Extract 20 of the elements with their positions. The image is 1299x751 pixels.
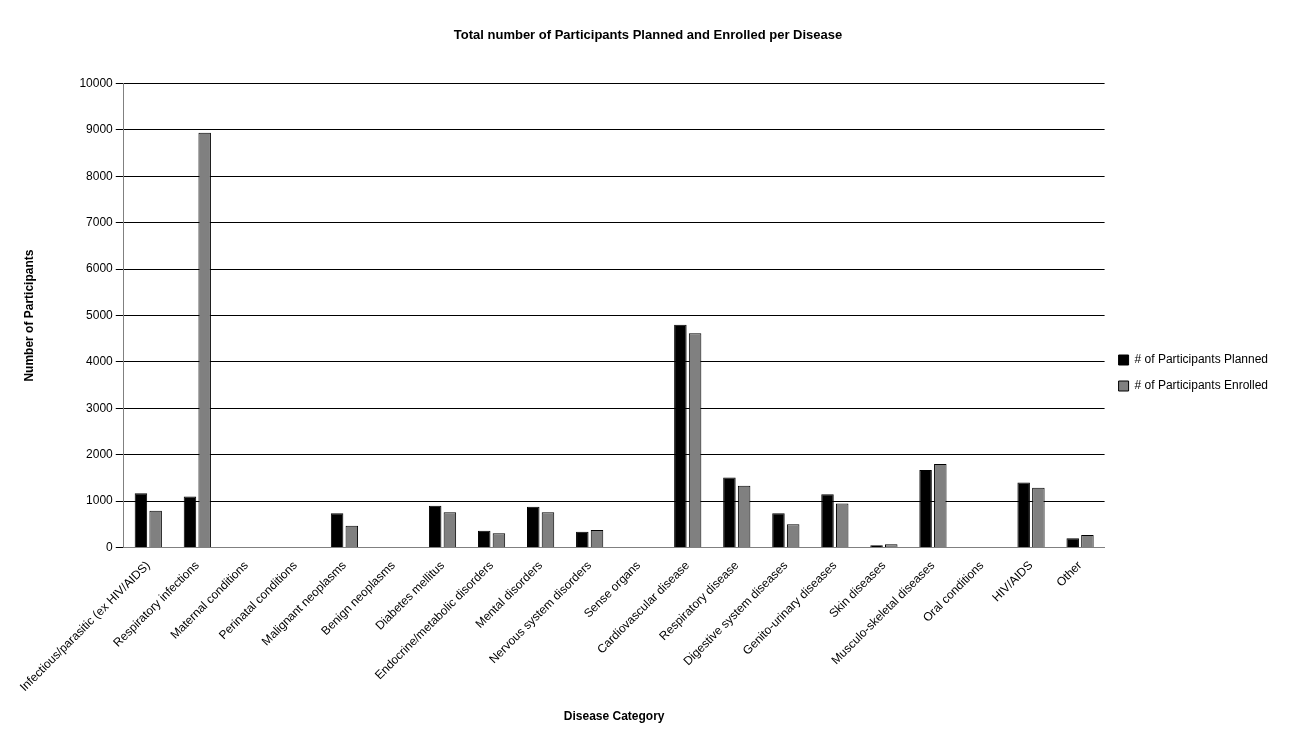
bar [330,513,344,548]
y-tick-label: 2000 [86,447,114,462]
y-tick-label: 4000 [86,354,114,369]
y-tick-label: 5000 [86,307,114,322]
legend-label: # of Participants Enrolled [1134,378,1268,393]
bar [772,513,785,548]
y-axis-title: Number of Participants [21,249,36,382]
y-tick-label: 1000 [86,493,114,508]
y-tick-label: 3000 [86,400,114,415]
y-tick-label: 8000 [86,168,114,183]
y-tick-label: 9000 [86,122,114,137]
bar [428,505,442,548]
legend-label: # of Participants Planned [1134,352,1268,367]
x-axis-title: Disease Category [563,709,665,724]
y-tick-label: 10000 [79,75,114,90]
y-tick-label: 0 [106,539,114,554]
y-tick-label: 7000 [86,215,114,230]
bar [527,506,540,548]
chart-title: Total number of Participants Planned and Enrolled per Disease [453,27,843,43]
y-tick-label: 6000 [86,261,114,276]
